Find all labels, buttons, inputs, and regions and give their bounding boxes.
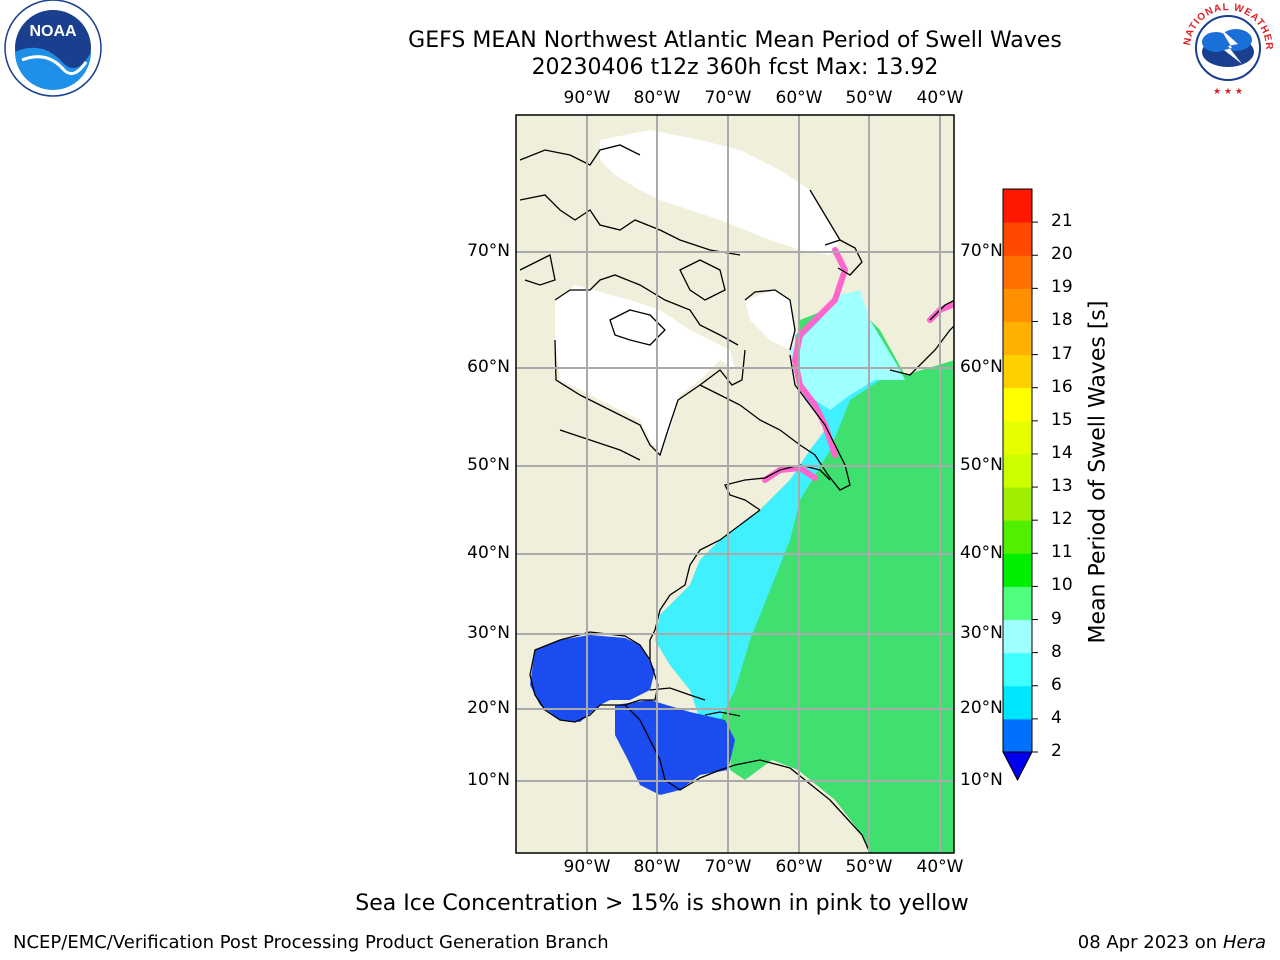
lon-label-bottom: 40°W [916,857,964,877]
colorbar-segment [1003,222,1032,256]
colorbar-tick-label: 6 [1051,674,1062,695]
arctic-ice-region [600,130,840,255]
lon-label-bottom: 60°W [775,857,823,877]
map-subtitle: 20230406 t12z 360h fcst Max: 13.92 [531,55,939,80]
colorbar-segment [1003,586,1032,621]
colorbar-segment [1003,487,1032,521]
noaa-logo: NOAA [2,0,104,100]
lon-label-top: 40°W [916,88,964,108]
lat-label-right: 70°N [960,241,1003,261]
colorbar-tick-label: 9 [1051,608,1062,629]
colorbar-under-extension [1002,751,1033,782]
colorbar-tick-label: 18 [1051,310,1073,331]
lat-label-left: 60°N [467,357,510,377]
colorbar-tick-label: 11 [1051,542,1073,563]
colorbar-tick-label: 21 [1051,211,1073,232]
colorbar-segment [1003,685,1032,720]
colorbar-tick-label: 4 [1051,707,1062,728]
colorbar-tick-label: 12 [1051,509,1073,530]
labrador-water [790,290,905,410]
colorbar-segment [1003,652,1032,687]
map-title: GEFS MEAN Northwest Atlantic Mean Period… [408,28,1062,53]
colorbar-segment [1003,453,1032,488]
lon-label-bottom: 70°W [704,857,752,877]
colorbar-tick-label: 13 [1051,476,1073,497]
footer-producer: NCEP/EMC/Verification Post Processing Pr… [13,932,609,953]
colorbar-tick-label: 8 [1051,641,1062,662]
lat-label-right: 40°N [960,543,1003,563]
lon-label-top: 90°W [563,88,611,108]
colorbar-segment [1003,619,1032,654]
colorbar-segment [1003,321,1032,356]
lat-label-right: 10°N [960,770,1003,790]
lat-label-left: 30°N [467,623,510,643]
map-frame [515,114,955,854]
colorbar-segment [1003,520,1032,554]
lat-label-right: 60°N [960,357,1003,377]
footer-date-text: 08 Apr 2023 on [1077,932,1223,953]
gulf-of-mexico [530,635,655,722]
sea-ice-region [555,285,735,455]
nws-logo: NATIONAL WEATHER SERVICE ★ ★ ★ [1172,0,1280,100]
lon-label-bottom: 90°W [563,857,611,877]
colorbar-segment [1003,553,1032,587]
caribbean-sea [615,700,735,795]
colorbar-segment [1003,255,1032,289]
colorbar-segment [1003,387,1032,422]
coastlines [519,144,954,853]
open-ocean-area [655,300,954,853]
lon-label-bottom: 50°W [845,857,893,877]
lat-label-left: 50°N [467,455,510,475]
colorbar-segment [1003,718,1032,753]
lon-label-top: 70°W [704,88,752,108]
lat-label-right: 20°N [960,698,1003,718]
colorbar-title: Mean Period of Swell Waves [s] [1085,300,1111,644]
lon-label-top: 80°W [633,88,681,108]
noaa-logo-text: NOAA [29,23,77,40]
colorbar-segment [1003,288,1032,322]
colorbar-tick-label: 17 [1051,343,1073,364]
lon-label-top: 60°W [775,88,823,108]
lat-label-left: 20°N [467,698,510,718]
colorbar-tick-label: 16 [1051,376,1073,397]
sea-ice-caption: Sea Ice Concentration > 15% is shown in … [355,891,969,916]
baffin-ice-region [745,290,795,350]
colorbar-segment [1003,420,1032,455]
graticule [516,115,954,853]
svg-text:★ ★ ★: ★ ★ ★ [1213,87,1243,97]
colorbar-tick-label: 20 [1051,244,1073,265]
colorbar-tick-label: 19 [1051,277,1073,298]
colorbar-tick-label: 14 [1051,442,1073,463]
lat-label-left: 40°N [467,543,510,563]
colorbar [1002,188,1038,782]
colorbar-tick-label: 10 [1051,575,1073,596]
sea-ice-edge-gulf-stlawrence [762,464,818,483]
footer-host: Hera [1222,932,1266,953]
colorbar-frame [1002,188,1033,753]
footer-date: 08 Apr 2023 on Hera [1078,932,1266,953]
sea-ice-edge [791,247,849,458]
lat-label-left: 10°N [467,770,510,790]
colorbar-segment [1003,354,1032,389]
lat-label-right: 30°N [960,623,1003,643]
colorbar-tick-label: 2 [1051,741,1062,761]
colorbar-tick-label: 15 [1051,409,1073,430]
lon-label-top: 50°W [845,88,893,108]
lon-label-bottom: 80°W [633,857,681,877]
colorbar-segment [1003,189,1032,223]
lat-label-left: 70°N [467,241,510,261]
lat-label-right: 50°N [960,455,1003,475]
